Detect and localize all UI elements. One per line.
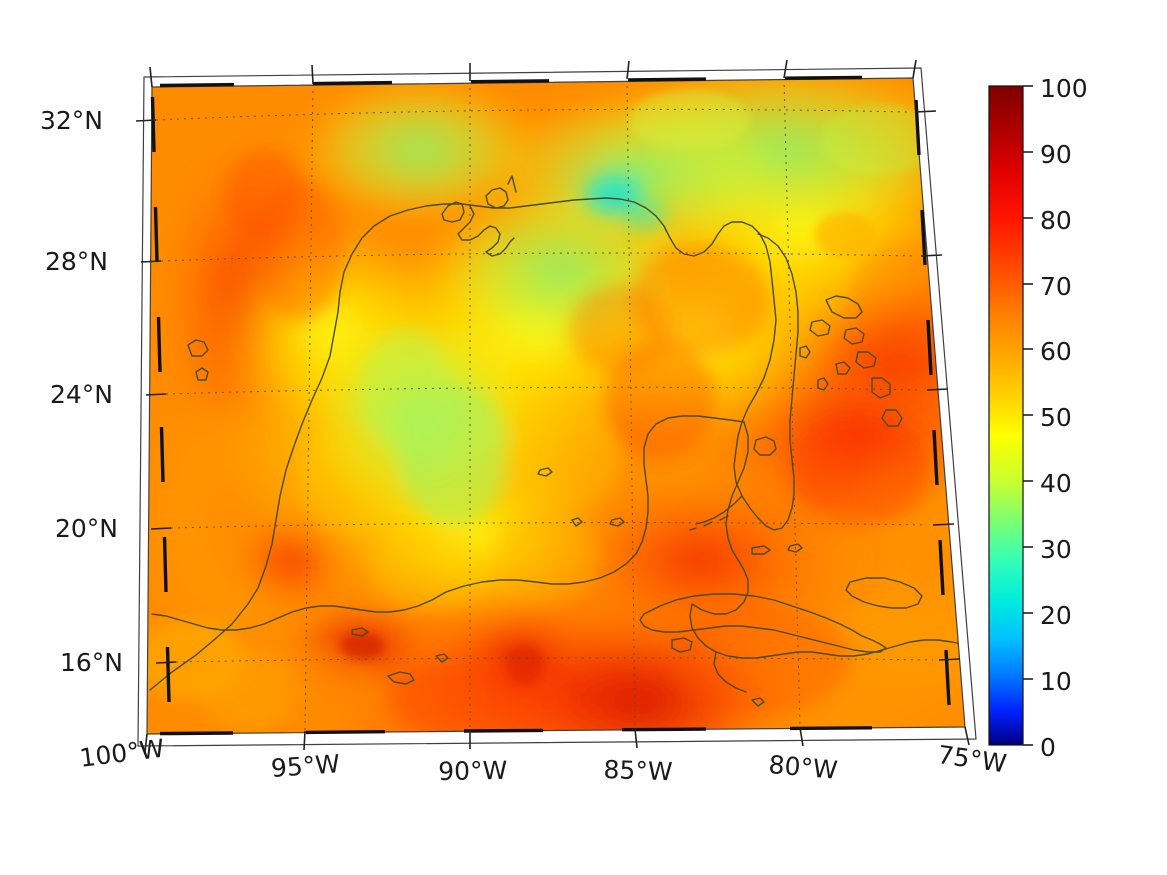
lat-tick-label-16n: 16°N bbox=[60, 648, 124, 677]
colorbar-label-50: 50 bbox=[1040, 403, 1072, 432]
colorbar-label-100: 100 bbox=[1040, 74, 1088, 103]
lat-tick-label-28n: 28°N bbox=[45, 247, 109, 276]
lon-tick-label-95w: 95°W bbox=[270, 749, 341, 783]
lat-tick-label-32n: 32°N bbox=[40, 106, 104, 135]
lat-tick-label-24n: 24°N bbox=[50, 380, 114, 409]
colorbar-label-60: 60 bbox=[1040, 337, 1072, 366]
colorbar-ticks bbox=[1023, 85, 1033, 746]
colorbar-label-90: 90 bbox=[1040, 140, 1072, 169]
lon-tick-label-80w: 80°W bbox=[767, 750, 839, 785]
colorbar-label-20: 20 bbox=[1040, 601, 1072, 630]
colorbar-gradient bbox=[988, 85, 1024, 746]
colorbar-label-0: 0 bbox=[1040, 733, 1056, 762]
lat-tick-label-20n: 20°N bbox=[55, 514, 119, 543]
colorbar-label-40: 40 bbox=[1040, 469, 1072, 498]
lon-tick-label-90w: 90°W bbox=[438, 755, 508, 786]
coastline-overlay bbox=[149, 175, 963, 707]
colorbar-label-80: 80 bbox=[1040, 206, 1072, 235]
colorbar[interactable] bbox=[988, 85, 1033, 746]
colorbar-label-10: 10 bbox=[1040, 667, 1072, 696]
lon-tick-label-85w: 85°W bbox=[602, 755, 673, 787]
colorbar-label-30: 30 bbox=[1040, 535, 1072, 564]
colorbar-label-70: 70 bbox=[1040, 272, 1072, 301]
heatmap-field bbox=[147, 78, 965, 734]
map-frame bbox=[135, 59, 977, 753]
graticule-gridlines bbox=[155, 78, 934, 732]
